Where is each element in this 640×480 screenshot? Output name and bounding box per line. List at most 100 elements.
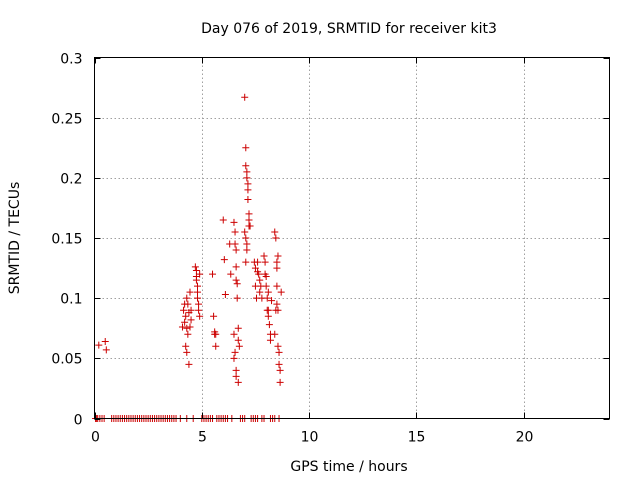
data-point <box>194 288 201 296</box>
data-point <box>184 330 192 338</box>
data-point <box>277 288 285 296</box>
x-axis-label: GPS time / hours <box>290 459 407 475</box>
data-point <box>256 276 264 284</box>
data-point <box>268 297 276 305</box>
data-point <box>262 273 270 281</box>
data-point <box>266 336 274 344</box>
data-point <box>212 330 220 338</box>
data-point <box>233 280 241 288</box>
data-point <box>231 348 239 356</box>
data-point <box>233 294 241 302</box>
data-point <box>242 258 250 266</box>
data-point <box>256 288 264 296</box>
data-point <box>95 341 103 349</box>
data-point <box>231 240 239 248</box>
data-point <box>232 246 240 254</box>
data-point <box>191 263 199 271</box>
data-point <box>245 216 253 224</box>
data-point <box>263 294 271 302</box>
data-point <box>264 288 272 296</box>
data-point <box>194 282 201 290</box>
data-point <box>183 324 191 332</box>
data-point <box>227 270 235 278</box>
data-point <box>243 246 251 254</box>
data-point <box>276 366 284 374</box>
data-point <box>196 270 204 278</box>
data-point <box>212 342 220 350</box>
data-point <box>178 323 186 331</box>
data-point <box>184 300 192 308</box>
data-point <box>180 306 188 314</box>
y-axis-label: SRMTID / TECUs <box>7 182 23 295</box>
data-point <box>244 195 252 203</box>
data-point <box>194 294 201 302</box>
data-point <box>245 222 253 230</box>
data-point <box>210 312 218 320</box>
data-point <box>271 228 279 236</box>
data-point <box>273 258 281 266</box>
data-point <box>272 306 280 314</box>
data-point <box>234 378 242 386</box>
axis-ticks <box>94 57 610 420</box>
y-tick-label: 0.05 <box>51 352 82 368</box>
data-point <box>221 291 229 299</box>
y-tick-label: 0.1 <box>60 292 82 308</box>
data-point <box>182 312 190 320</box>
data-point <box>219 216 227 224</box>
data-point <box>230 330 238 338</box>
data-point <box>276 378 284 386</box>
data-point <box>254 258 262 266</box>
y-tick-label: 0.15 <box>51 232 82 248</box>
y-tick-label: 0 <box>74 413 83 429</box>
data-point <box>183 294 191 302</box>
data-point <box>209 270 217 278</box>
data-point <box>242 162 250 170</box>
data-point <box>185 360 193 368</box>
x-tick-label: 20 <box>516 430 534 446</box>
y-tick-label: 0.25 <box>51 112 82 128</box>
data-point <box>243 240 251 248</box>
data-point <box>192 276 200 284</box>
data-point <box>245 210 253 218</box>
data-point <box>186 288 194 296</box>
x-tick-label: 0 <box>91 430 100 446</box>
data-point <box>255 270 263 278</box>
data-point <box>241 93 249 101</box>
data-point <box>182 342 190 350</box>
data-point <box>230 354 238 362</box>
data-point <box>264 312 272 320</box>
data-point <box>101 337 109 345</box>
data-point <box>181 318 189 326</box>
data-point <box>262 282 270 290</box>
data-point <box>195 300 203 308</box>
data-point <box>220 256 228 264</box>
data-point <box>232 276 240 284</box>
data-points <box>92 93 285 422</box>
data-point <box>273 282 281 290</box>
data-point <box>196 312 204 320</box>
data-point <box>186 323 194 331</box>
chart-title: Day 076 of 2019, SRMTID for receiver kit… <box>201 21 497 37</box>
data-point <box>274 252 282 260</box>
x-tick-label: 5 <box>198 430 207 446</box>
data-point <box>231 228 239 236</box>
data-point <box>243 168 251 176</box>
data-point <box>235 342 243 350</box>
data-point <box>275 360 283 368</box>
data-point <box>232 366 240 374</box>
data-point <box>273 264 281 272</box>
x-tick-labels: 0 5 10 15 20 <box>91 430 533 446</box>
data-point <box>273 300 281 308</box>
data-point <box>242 144 250 152</box>
data-point <box>275 348 283 356</box>
data-point <box>242 234 250 242</box>
data-point <box>274 342 282 350</box>
data-point <box>260 252 268 260</box>
data-point <box>261 258 269 266</box>
data-point <box>244 186 252 194</box>
data-point <box>271 330 279 338</box>
data-point <box>232 372 240 380</box>
data-point <box>183 348 191 356</box>
data-point <box>192 266 200 274</box>
y-tick-label: 0.3 <box>60 52 82 68</box>
